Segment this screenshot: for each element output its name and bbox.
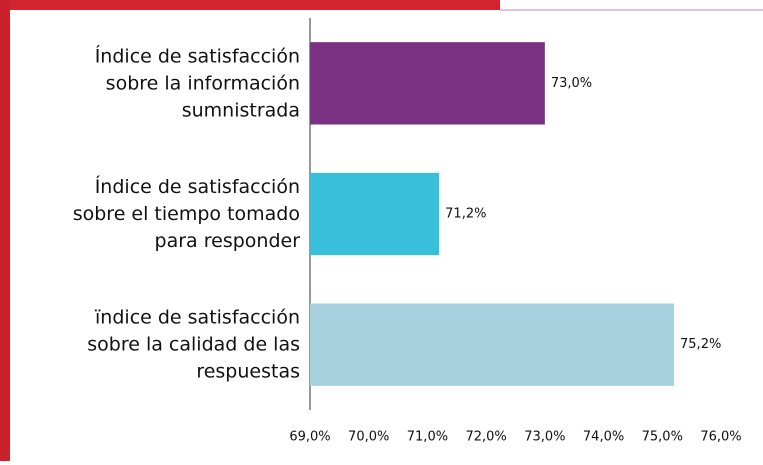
x-tick-label: 71,0% [407, 430, 448, 445]
background-photo [0, 0, 500, 10]
x-tick-label: 74,0% [583, 430, 624, 445]
category-label: Índice de satisfacción sobre el tiempo to… [73, 175, 300, 252]
x-tick-label: 70,0% [348, 430, 389, 445]
x-tick-label: 73,0% [524, 430, 565, 445]
category-label: ïndice de satisfacción sobre la calidad d… [87, 306, 300, 382]
bar [310, 303, 675, 386]
value-label: 75,2% [680, 337, 721, 352]
x-tick-label: 72,0% [465, 430, 506, 445]
value-label: 73,0% [551, 76, 592, 91]
bar [310, 42, 545, 125]
category-label: Índice de satisfacción sobre la informaci… [95, 44, 300, 121]
x-tick-label: 75,0% [642, 430, 683, 445]
background-photo [0, 0, 10, 461]
value-label: 71,2% [445, 207, 486, 222]
bar [310, 172, 440, 256]
x-tick-label: 69,0% [289, 430, 330, 445]
x-tick-label: 76,0% [700, 430, 741, 445]
